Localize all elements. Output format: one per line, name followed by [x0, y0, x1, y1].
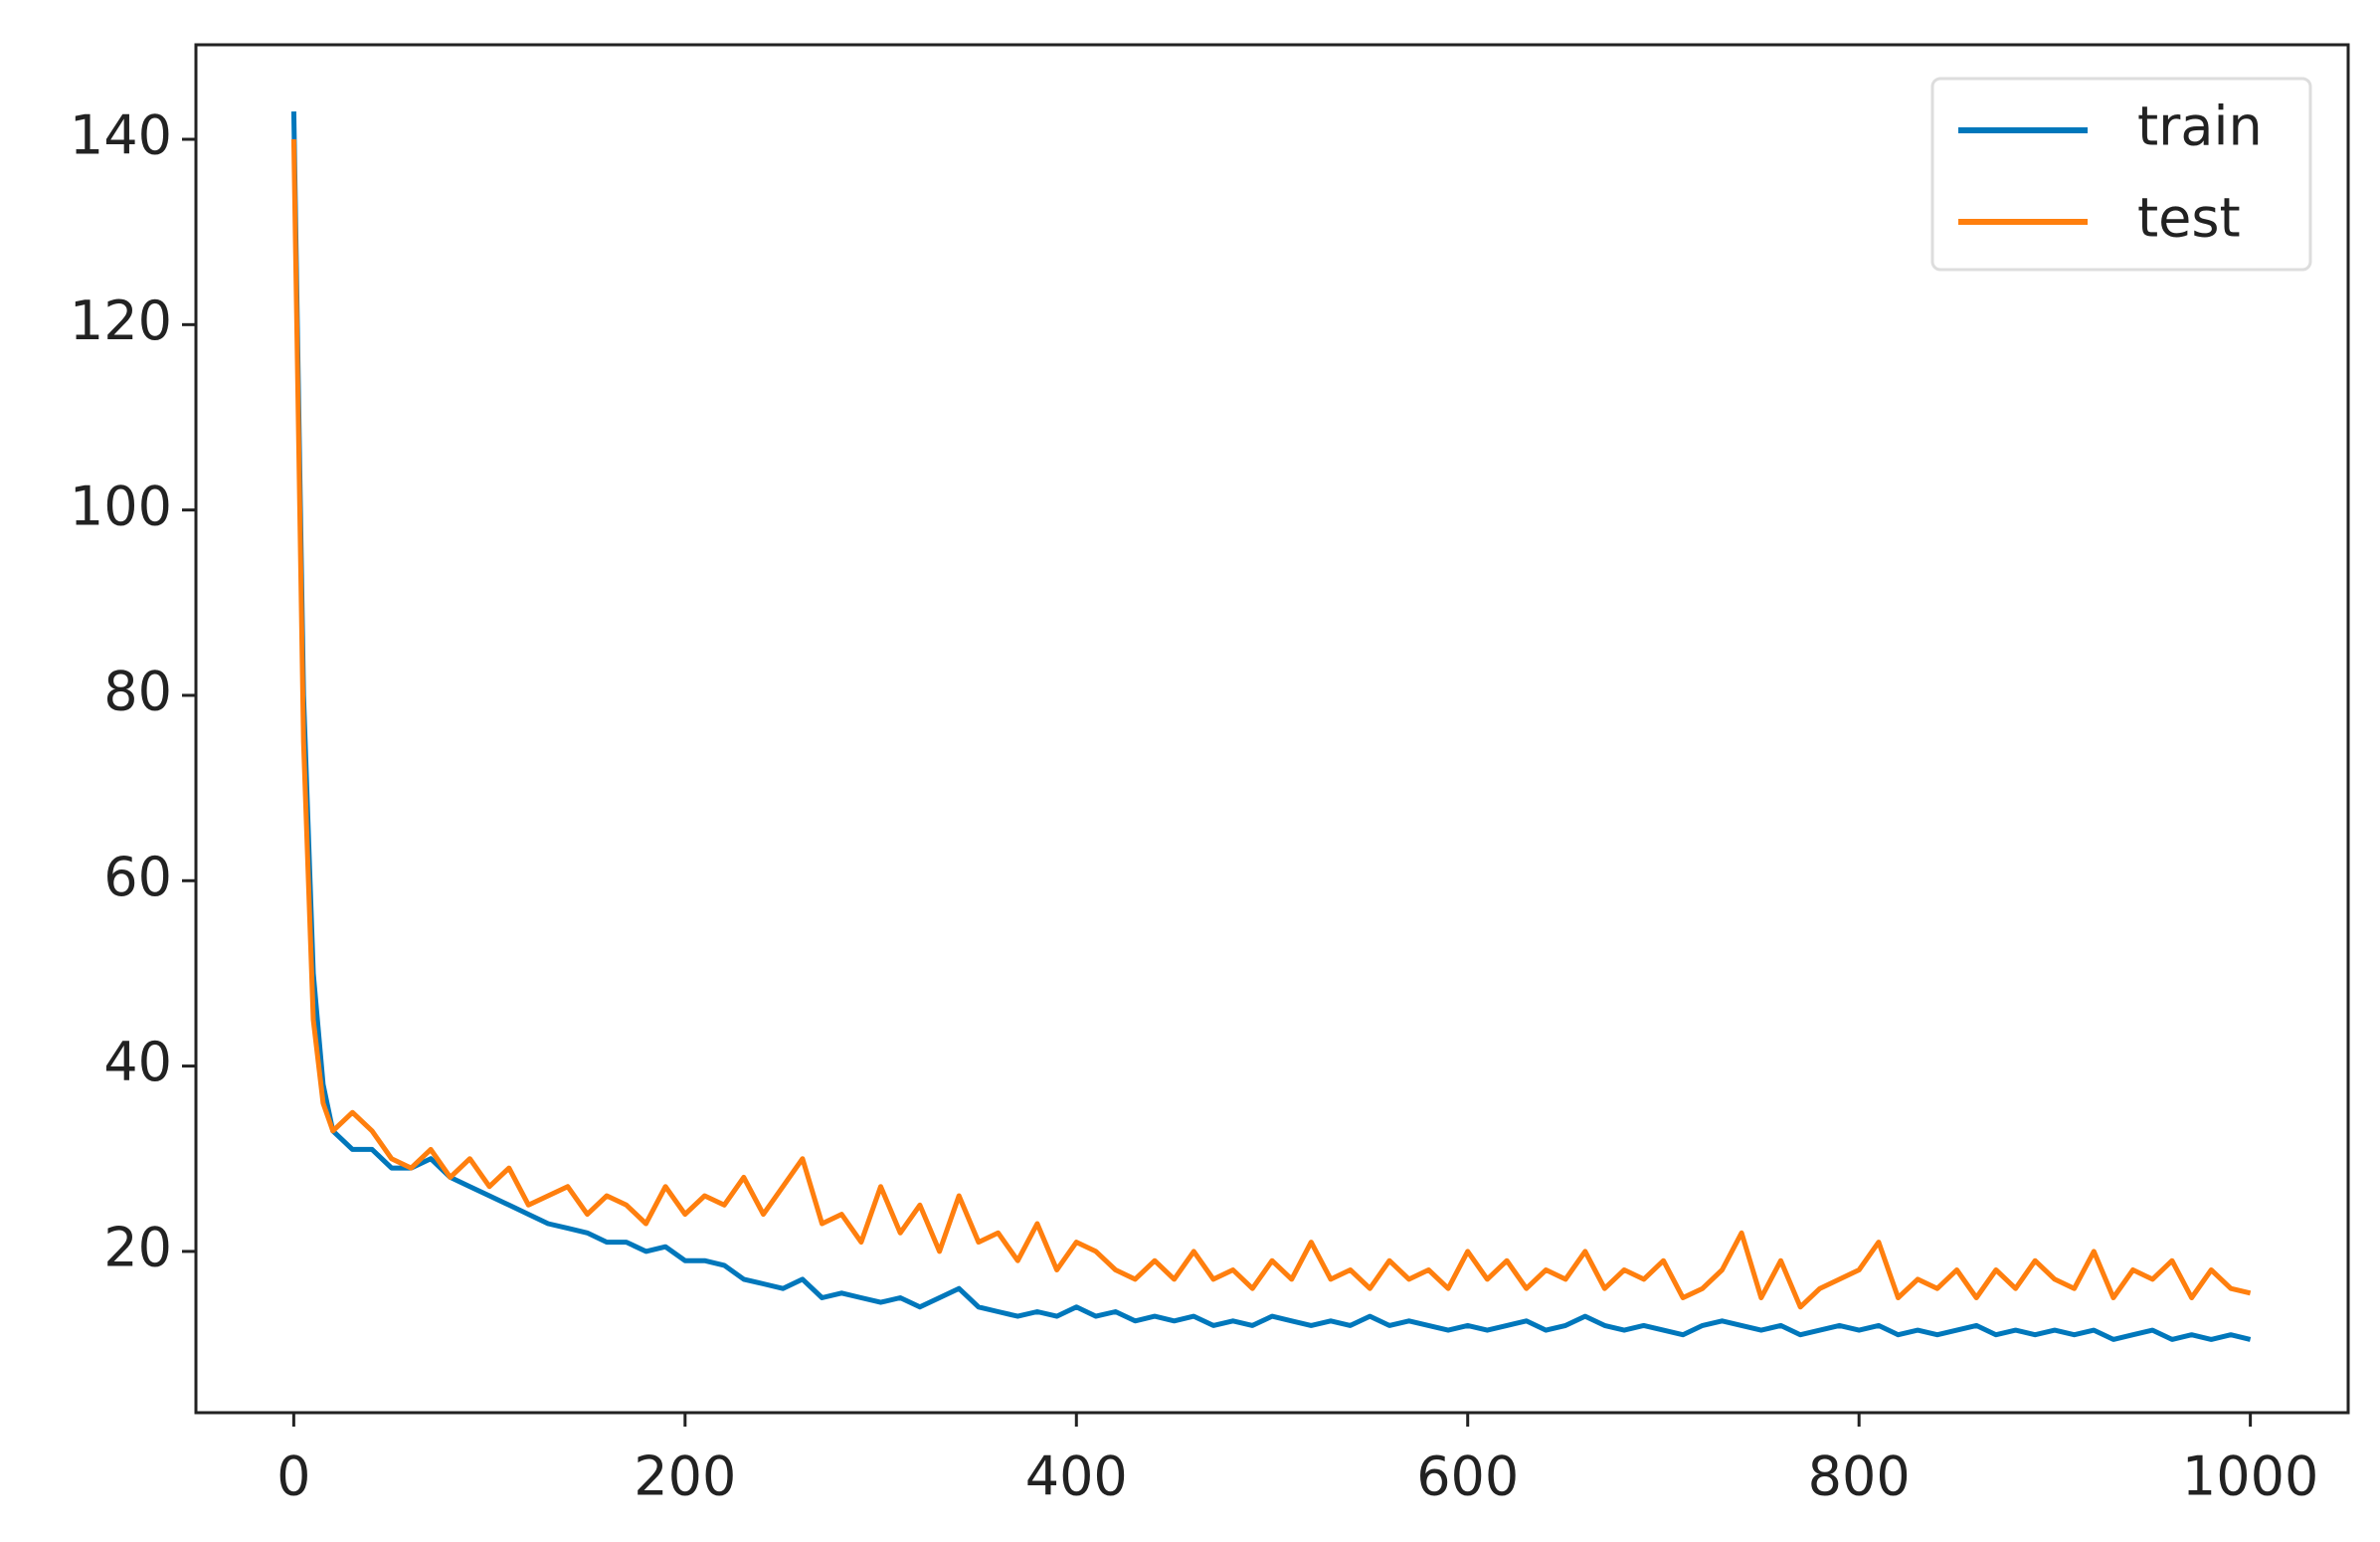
x-tick-label: 0 — [276, 1446, 310, 1508]
x-tick-label: 800 — [1808, 1446, 1911, 1508]
y-tick-label: 40 — [103, 1031, 172, 1093]
legend-label: train — [2137, 96, 2263, 158]
x-tick-label: 1000 — [2182, 1446, 2318, 1508]
y-tick-label: 60 — [103, 846, 172, 908]
series-line — [290, 111, 2252, 1342]
y-tick-label: 80 — [103, 661, 172, 723]
x-tick-label: 400 — [1025, 1446, 1128, 1508]
y-tick-label: 120 — [70, 289, 172, 352]
legend-label: test — [2137, 187, 2241, 250]
plot-frame — [194, 43, 2350, 1415]
x-tick-label: 600 — [1416, 1446, 1519, 1508]
series-line — [290, 138, 2252, 1310]
y-tick-label: 100 — [70, 475, 172, 537]
y-tick-label: 20 — [103, 1217, 172, 1279]
x-tick-label: 200 — [634, 1446, 736, 1508]
y-tick-label: 140 — [70, 104, 172, 167]
